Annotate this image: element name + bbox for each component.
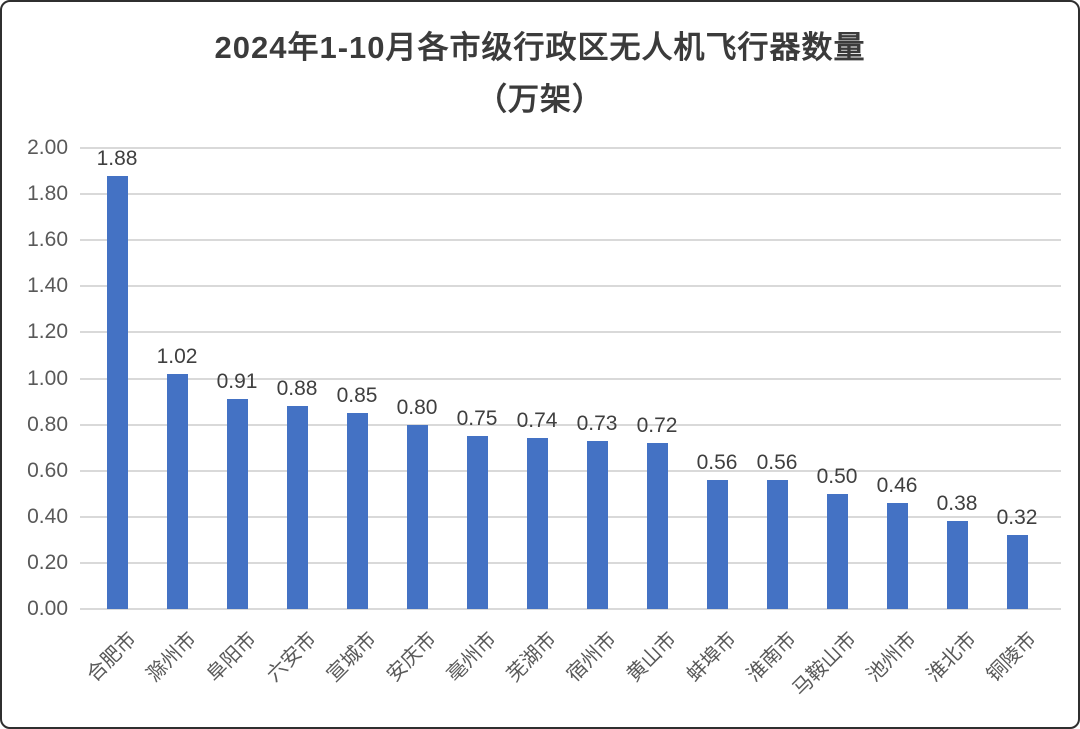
bar-value-label: 0.88	[276, 377, 318, 401]
x-axis-label: 芜湖市	[502, 628, 561, 687]
bar-value-label: 0.75	[456, 407, 498, 431]
x-axis-label: 宣城市	[322, 628, 381, 687]
y-axis-tick-label: 0.80	[27, 412, 68, 436]
y-axis-tick-label: 2.00	[27, 136, 68, 159]
x-axis-label: 安庆市	[382, 628, 441, 687]
x-axis-label: 淮北市	[922, 628, 981, 687]
x-axis-label: 黄山市	[622, 628, 681, 687]
y-axis-tick-label: 0.20	[27, 550, 68, 574]
bar-value-label: 0.50	[816, 464, 858, 488]
gridline	[80, 515, 1061, 518]
bar-value-label: 1.88	[96, 146, 138, 170]
bar	[106, 175, 128, 609]
bar-value-label: 0.38	[936, 492, 978, 516]
bar-value-label: 0.72	[636, 414, 678, 438]
bar-value-label: 0.32	[996, 506, 1038, 530]
gridline	[80, 331, 1061, 334]
bar-value-label: 0.74	[516, 409, 558, 433]
gridline	[80, 561, 1061, 564]
chart-title-line1: 2024年1-10月各市级行政区无人机飞行器数量	[214, 30, 866, 65]
x-axis-label: 阜阳市	[202, 628, 261, 687]
bar-value-label: 0.91	[216, 370, 258, 394]
x-axis-label: 宿州市	[562, 628, 621, 687]
gridline	[80, 193, 1061, 196]
y-axis-tick-label: 0.40	[27, 504, 68, 528]
gridline	[80, 423, 1061, 426]
y-axis-tick-label: 0.60	[27, 458, 68, 482]
bar	[946, 521, 968, 609]
y-axis-tick-label: 1.20	[27, 320, 68, 344]
y-axis-tick-label: 0.00	[27, 597, 68, 620]
gridline	[80, 469, 1061, 472]
bar	[766, 479, 788, 609]
x-axis-label: 池州市	[862, 628, 921, 687]
x-axis-label: 六安市	[262, 628, 321, 687]
gridline	[80, 239, 1061, 242]
bar	[286, 406, 308, 609]
y-axis-tick-label: 1.40	[27, 274, 68, 298]
gridline	[80, 285, 1061, 288]
bar-value-label: 0.85	[336, 384, 378, 408]
bar	[886, 502, 908, 609]
bar-value-label: 0.56	[696, 450, 738, 474]
bar-value-label: 0.80	[396, 395, 438, 419]
bar	[466, 436, 488, 609]
gridline	[80, 147, 1061, 149]
bar	[706, 479, 728, 609]
x-axis-label: 马鞍山市	[788, 628, 861, 701]
chart-title: 2024年1-10月各市级行政区无人机飞行器数量 （万架）	[2, 22, 1078, 126]
bar	[166, 373, 188, 609]
x-axis-label: 铜陵市	[982, 628, 1041, 687]
bar-value-label: 0.56	[756, 450, 798, 474]
y-axis-tick-label: 1.60	[27, 228, 68, 252]
x-axis-label: 滁州市	[142, 628, 201, 687]
bar	[646, 443, 668, 609]
bar	[406, 424, 428, 609]
bar	[826, 493, 848, 609]
bar-value-label: 0.46	[876, 473, 918, 497]
bar-value-label: 0.73	[576, 411, 618, 435]
x-axis-label: 亳州市	[442, 628, 501, 687]
y-axis-tick-label: 1.80	[27, 182, 68, 206]
bar-value-label: 1.02	[156, 344, 198, 368]
x-axis-label: 合肥市	[82, 628, 141, 687]
chart-title-line2: （万架）	[476, 82, 604, 117]
gridline	[80, 608, 1061, 610]
x-axis-label: 蚌埠市	[682, 628, 741, 687]
bar	[346, 413, 368, 609]
bar	[526, 438, 548, 609]
y-axis-tick-label: 1.00	[27, 366, 68, 390]
bar	[1006, 535, 1028, 609]
bar	[226, 399, 248, 609]
bar	[586, 440, 608, 609]
gridline	[80, 377, 1061, 380]
